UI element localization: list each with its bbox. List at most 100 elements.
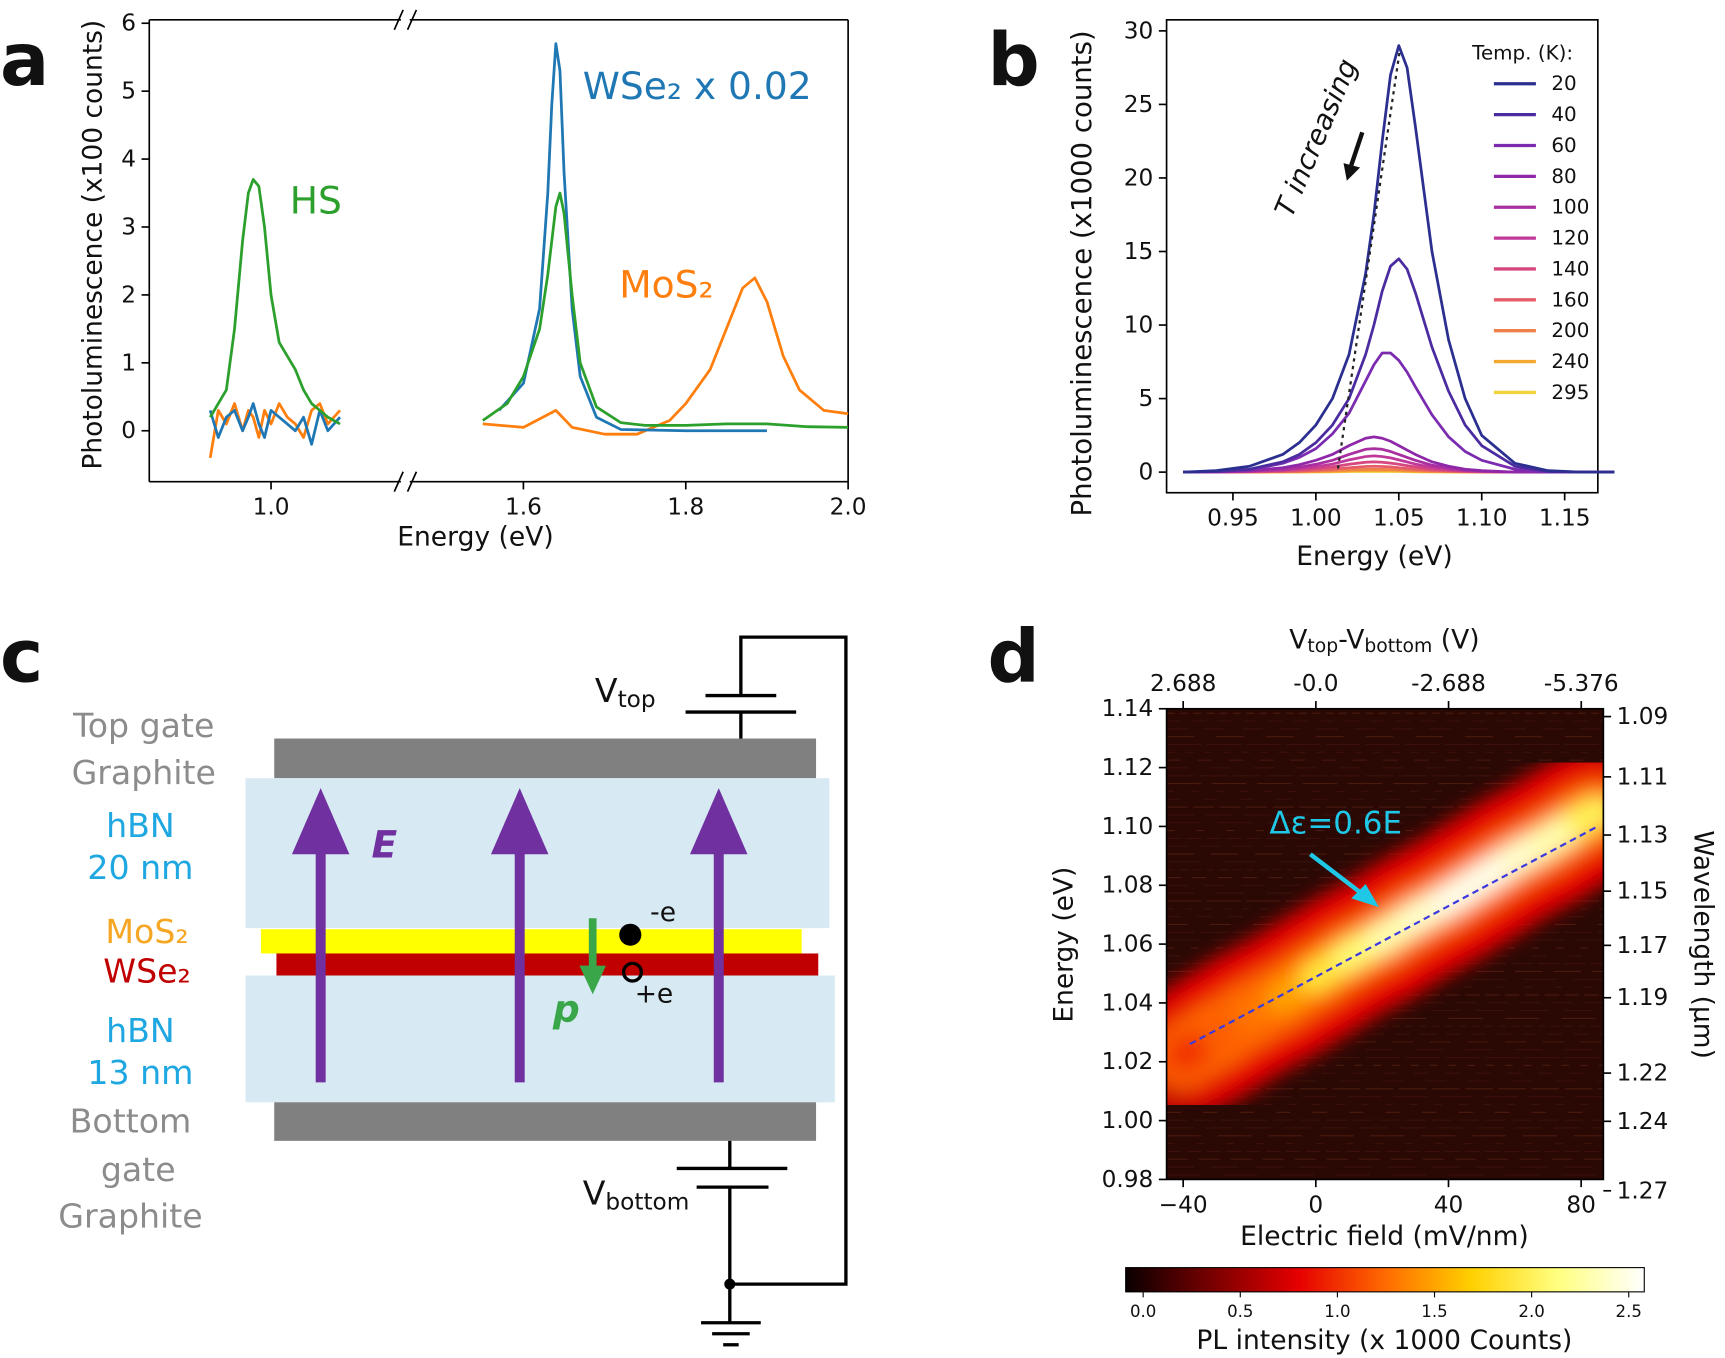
series-label: WSe₂ x 0.02 xyxy=(583,64,812,108)
y-tick-label: 1.24 xyxy=(1617,1108,1669,1135)
bottom-graphite xyxy=(274,1102,817,1141)
electron xyxy=(619,923,642,946)
y-tick-label: 0 xyxy=(121,417,136,444)
v: V xyxy=(583,1173,606,1212)
electron-label: -e xyxy=(650,897,676,928)
x-tick-label: 40 xyxy=(1434,1191,1464,1218)
hole-label: +e xyxy=(635,979,674,1010)
series-line xyxy=(1183,351,1615,474)
panel-b: 0.95 1.00 1.05 1.10 1.15 0 5 10 15 20 25 30 Temp. (K… xyxy=(987,17,1615,572)
y-tick-label: 25 xyxy=(1124,91,1154,118)
y-tick-label: 30 xyxy=(1124,17,1154,44)
part: V xyxy=(1289,624,1307,655)
y-tick-label: 1.00 xyxy=(1102,1107,1154,1134)
y-tick-label: 1.11 xyxy=(1617,763,1669,790)
y-tick-label: 1.14 xyxy=(1102,695,1154,722)
annotation-arrow xyxy=(1349,131,1365,167)
y-tick-label: 1.12 xyxy=(1102,754,1154,781)
y-tick-label: 4 xyxy=(121,146,136,173)
hole xyxy=(621,961,644,983)
annotation: T increasing xyxy=(1268,54,1364,221)
x-tick-label: 1.15 xyxy=(1539,505,1591,532)
layer-label: gate xyxy=(101,1150,176,1189)
legend-label: 200 xyxy=(1551,319,1589,342)
series-line xyxy=(1183,435,1615,474)
panel-d: −40 0 40 80 2.688 -0.0 -2.688 -5.376 0.98 1.00 1.0… xyxy=(987,615,1718,1356)
x-tick-label: -0.0 xyxy=(1293,670,1338,697)
y-tick-label: 1.17 xyxy=(1617,932,1669,959)
y-tick-label: 1 xyxy=(121,349,136,376)
x-axis-label: Electric field (mV/nm) xyxy=(1240,1221,1529,1252)
hbn-bottom xyxy=(245,975,835,1103)
colorbar-tick-label: 2.5 xyxy=(1616,1302,1642,1321)
plot-a: 1.0 1.6 1.8 2.0 0 1 2 3 4 5 6 xyxy=(121,9,867,521)
ridge xyxy=(1564,795,1604,838)
layer-label: 20 nm xyxy=(87,848,193,887)
wse2-layer xyxy=(276,953,819,976)
panel-a: 1.0 1.6 1.8 2.0 0 1 2 3 4 5 6 a Energy (eV) Photol… xyxy=(0,9,867,552)
x-tick-label: 1.10 xyxy=(1456,505,1508,532)
colorbar-label: PL intensity (x 1000 Counts) xyxy=(1196,1325,1572,1356)
y2-axis-label: Wavelength (µm) xyxy=(1687,830,1718,1058)
x-tick-label: 1.05 xyxy=(1373,505,1425,532)
y-tick-label: 0.98 xyxy=(1102,1166,1154,1193)
series-line xyxy=(208,42,767,446)
x-axis-label: Energy (eV) xyxy=(1296,541,1452,572)
heatmap xyxy=(1166,745,1604,1123)
field-label: E xyxy=(372,822,398,866)
layer-label: hBN xyxy=(106,806,175,845)
layer-label: MoS₂ xyxy=(105,912,188,951)
top-graphite xyxy=(274,738,817,779)
fit-label: Δε=0.6E xyxy=(1269,805,1402,841)
layer-label: Graphite xyxy=(72,753,216,792)
y-tick-label: 15 xyxy=(1124,238,1154,265)
legend-label: 140 xyxy=(1551,257,1589,280)
y-tick-label: 1.04 xyxy=(1102,989,1154,1016)
axis-break xyxy=(393,9,404,31)
series-line xyxy=(209,178,849,429)
series-label: MoS₂ xyxy=(619,262,713,306)
x-tick-label: 1.8 xyxy=(667,494,704,521)
x-tick-label: 2.688 xyxy=(1150,670,1216,697)
sub: bottom xyxy=(605,1188,689,1215)
y-axis-label: Photoluminescence (x100 counts) xyxy=(77,20,108,470)
x-tick-label: -5.376 xyxy=(1544,670,1619,697)
plot-frame xyxy=(1165,19,1599,494)
fit-arrow xyxy=(1308,852,1364,896)
y-tick-label: 2 xyxy=(121,281,136,308)
x-tick-label: 0 xyxy=(1308,1191,1323,1218)
layer-label: hBN xyxy=(106,1011,175,1050)
sub: top xyxy=(618,685,656,712)
v-bottom-label: Vbottom xyxy=(583,1173,690,1215)
y-axis-label: Energy (eV) xyxy=(1048,867,1079,1023)
x-tick-label: 0.95 xyxy=(1207,505,1259,532)
y-tick-label: 0 xyxy=(1139,459,1154,486)
series-line xyxy=(1183,44,1615,474)
layer-label: WSe₂ xyxy=(103,952,191,991)
panel-letter: c xyxy=(0,615,43,700)
junction xyxy=(724,1278,736,1290)
layer-label: Top gate xyxy=(72,706,214,745)
x-tick-label: 2.0 xyxy=(830,494,867,521)
y-tick-label: 1.02 xyxy=(1102,1048,1154,1075)
colorbar-tick-label: 2.0 xyxy=(1518,1302,1544,1321)
sub: bottom xyxy=(1364,635,1432,656)
layer-label: Graphite xyxy=(58,1196,202,1235)
panel-letter: a xyxy=(0,18,49,103)
x-tick-label: 1.0 xyxy=(253,494,290,521)
legend-label: 20 xyxy=(1551,72,1576,95)
y-tick-label: 1.13 xyxy=(1617,822,1669,849)
part: (V) xyxy=(1432,624,1479,655)
y-tick-label: 5 xyxy=(121,78,136,105)
y-axis-label: Photoluminescence (x1000 counts) xyxy=(1065,30,1098,516)
y-tick-label: 1.15 xyxy=(1617,878,1669,905)
circuit xyxy=(676,635,848,1347)
dipole-arrowhead xyxy=(579,965,606,995)
legend-title: Temp. (K): xyxy=(1471,41,1573,64)
y-tick-label: 1.22 xyxy=(1617,1060,1669,1087)
layer-label: 13 nm xyxy=(87,1053,193,1092)
layer-label: Bottom xyxy=(70,1102,192,1141)
colorbar-tick-label: 1.5 xyxy=(1421,1302,1447,1321)
legend-label: 160 xyxy=(1551,288,1589,311)
